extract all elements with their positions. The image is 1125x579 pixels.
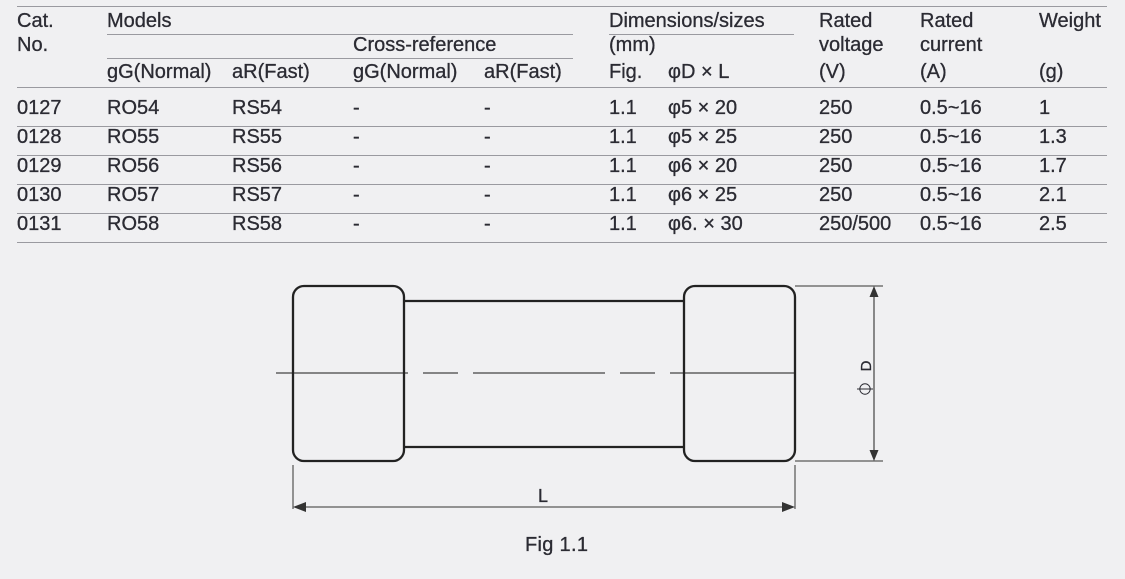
svg-text:L: L xyxy=(538,486,548,506)
svg-text:D: D xyxy=(858,360,875,371)
